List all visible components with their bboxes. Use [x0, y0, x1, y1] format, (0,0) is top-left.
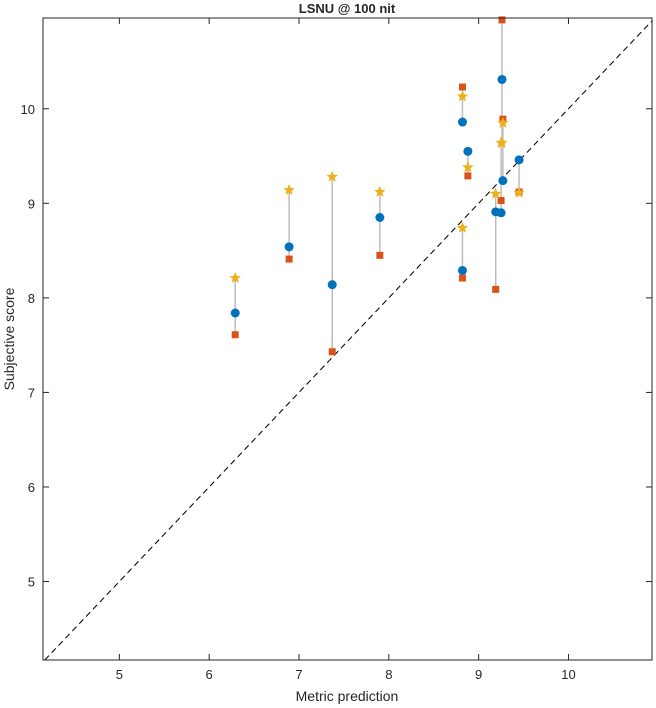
star-marker	[374, 186, 386, 197]
circle-marker	[498, 176, 508, 186]
x-axis-label: Metric prediction	[296, 688, 399, 704]
y-tick-label: 6	[28, 480, 35, 495]
star-marker	[513, 186, 525, 198]
star-marker	[326, 170, 338, 182]
circle-marker	[463, 146, 473, 156]
y-tick-label: 5	[28, 575, 35, 590]
y-tick-label: 10	[21, 102, 35, 117]
star-marker	[495, 136, 507, 148]
plot-frame	[42, 17, 653, 661]
star-marker	[456, 90, 469, 102]
circle-marker	[375, 213, 385, 223]
circle-marker	[497, 74, 507, 84]
x-tick-label: 8	[385, 667, 392, 682]
x-tick-label: 10	[561, 667, 575, 682]
circle-marker	[457, 117, 467, 127]
circle-marker	[230, 308, 240, 318]
y-tick-label: 8	[28, 291, 35, 306]
y-tick-label: 9	[28, 196, 35, 211]
circle-marker	[327, 280, 337, 290]
circle-marker	[457, 265, 467, 275]
star-marker	[462, 161, 474, 173]
chart-title: LSNU @ 100 nit	[299, 1, 396, 16]
square-marker	[464, 172, 472, 180]
square-marker	[231, 331, 239, 339]
circle-marker	[491, 207, 501, 217]
square-marker	[285, 255, 293, 263]
x-tick-label: 5	[116, 667, 123, 682]
square-marker	[497, 196, 505, 204]
identity-line	[44, 20, 653, 661]
star-marker	[229, 272, 241, 283]
star-marker	[497, 117, 509, 128]
star-marker	[283, 184, 295, 195]
star-marker	[490, 187, 502, 199]
x-tick-label: 6	[206, 667, 213, 682]
star-marker	[456, 221, 469, 233]
circle-marker	[514, 155, 524, 165]
square-marker	[492, 285, 500, 293]
x-tick-label: 9	[475, 667, 482, 682]
y-axis-label: Subjective score	[1, 287, 17, 390]
square-marker	[328, 348, 336, 356]
plot-area	[43, 18, 652, 660]
square-marker	[458, 274, 466, 282]
square-marker	[458, 83, 466, 91]
y-tick-label: 7	[28, 385, 35, 400]
x-tick-label: 7	[295, 667, 302, 682]
square-marker	[498, 16, 506, 24]
circle-marker	[284, 242, 294, 252]
square-marker	[376, 251, 384, 259]
